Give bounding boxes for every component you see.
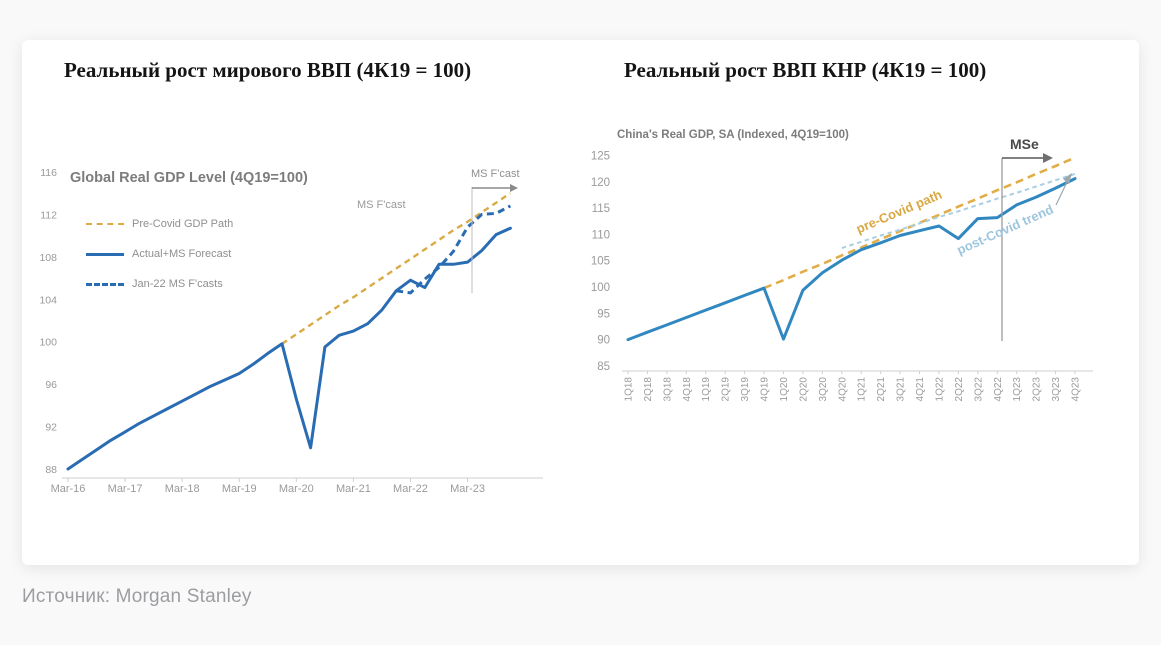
svg-text:2Q21: 2Q21	[876, 377, 887, 402]
svg-text:85: 85	[597, 361, 610, 373]
svg-text:2Q19: 2Q19	[721, 377, 732, 402]
legend-label: Pre-Covid GDP Path	[132, 218, 234, 230]
svg-text:1Q21: 1Q21	[857, 377, 868, 402]
svg-text:4Q21: 4Q21	[915, 377, 926, 402]
svg-text:104: 104	[39, 294, 57, 306]
legend-label: Jan-22 MS F'casts	[132, 278, 223, 290]
svg-text:96: 96	[45, 379, 57, 391]
svg-text:125: 125	[591, 151, 610, 163]
svg-text:Mar-20: Mar-20	[279, 483, 314, 495]
svg-text:112: 112	[40, 209, 57, 221]
svg-text:3Q18: 3Q18	[662, 377, 673, 402]
svg-text:3Q21: 3Q21	[896, 377, 907, 402]
source-caption: Источник: Morgan Stanley	[22, 586, 252, 607]
ms-forecast-annotation-mid: MS F'cast	[357, 199, 406, 211]
svg-text:Mar-18: Mar-18	[165, 483, 200, 495]
svg-text:3Q19: 3Q19	[740, 377, 751, 402]
svg-text:110: 110	[592, 229, 610, 241]
precovid-line-swatch	[86, 223, 124, 225]
china-series	[841, 172, 1076, 250]
right-panel-title: Реальный рост ВВП КНР (4К19 = 100)	[624, 58, 987, 82]
svg-text:1Q23: 1Q23	[1012, 377, 1023, 402]
svg-text:4Q20: 4Q20	[837, 377, 848, 402]
svg-text:Mar-23: Mar-23	[450, 483, 485, 495]
svg-text:2Q23: 2Q23	[1032, 377, 1043, 402]
svg-text:3Q22: 3Q22	[973, 377, 984, 402]
china-chart-title: China's Real GDP, SA (Indexed, 4Q19=100)	[617, 129, 849, 141]
china-chart: 1Q18 2Q18 3Q18 4Q18 1Q19 2Q19 3Q19 4Q19 1Q20 2Q20…	[591, 151, 1093, 402]
svg-text:1Q18: 1Q18	[624, 377, 635, 402]
global-chart-title: Global Real GDP Level (4Q19=100)	[70, 170, 308, 186]
svg-text:4Q23: 4Q23	[1071, 377, 1082, 402]
mse-annotation: MSe	[1010, 136, 1039, 152]
legend-item-precovid: Pre-Covid GDP Path	[86, 218, 233, 230]
left-panel-title: Реальный рост мирового ВВП (4К19 = 100)	[64, 58, 472, 82]
svg-text:100: 100	[591, 282, 610, 294]
svg-text:88: 88	[45, 464, 57, 476]
svg-text:4Q22: 4Q22	[993, 377, 1004, 402]
legend-item-actual: Actual+MS Forecast	[86, 248, 231, 260]
svg-text:3Q20: 3Q20	[818, 377, 829, 402]
global-chart: Mar-16 Mar-17 Mar-18 Mar-19 Mar-20 Mar-21 Mar-…	[39, 167, 543, 495]
china-series	[626, 177, 1077, 342]
svg-text:2Q20: 2Q20	[798, 377, 809, 402]
svg-text:Mar-22: Mar-22	[393, 483, 428, 495]
actual-line-swatch	[86, 252, 124, 256]
svg-text:Mar-16: Mar-16	[51, 483, 86, 495]
svg-text:120: 120	[591, 177, 610, 189]
svg-text:Mar-17: Mar-17	[108, 483, 143, 495]
legend-item-jan22: Jan-22 MS F'casts	[86, 278, 223, 290]
svg-text:1Q19: 1Q19	[701, 377, 712, 402]
svg-text:2Q22: 2Q22	[954, 377, 965, 402]
svg-text:105: 105	[591, 256, 610, 268]
svg-text:4Q18: 4Q18	[682, 377, 693, 402]
svg-text:100: 100	[39, 337, 57, 349]
global-series	[66, 226, 512, 471]
jan22-line-swatch	[86, 282, 124, 286]
ms-forecast-annotation-top: MS F'cast	[471, 168, 520, 180]
svg-text:4Q19: 4Q19	[760, 377, 771, 402]
svg-text:Mar-21: Mar-21	[336, 483, 371, 495]
svg-text:108: 108	[39, 252, 57, 264]
svg-text:95: 95	[597, 308, 610, 320]
svg-text:3Q23: 3Q23	[1051, 377, 1062, 402]
svg-text:116: 116	[40, 167, 57, 179]
svg-text:2Q18: 2Q18	[643, 377, 654, 402]
svg-text:115: 115	[592, 203, 610, 215]
svg-text:90: 90	[597, 335, 610, 347]
svg-text:Mar-19: Mar-19	[222, 483, 257, 495]
svg-text:1Q20: 1Q20	[779, 377, 790, 402]
china-series	[763, 156, 1076, 290]
global-series	[281, 192, 512, 345]
svg-text:92: 92	[45, 422, 57, 434]
legend-label: Actual+MS Forecast	[132, 248, 232, 260]
global-series	[395, 204, 512, 295]
svg-text:1Q22: 1Q22	[934, 377, 945, 402]
